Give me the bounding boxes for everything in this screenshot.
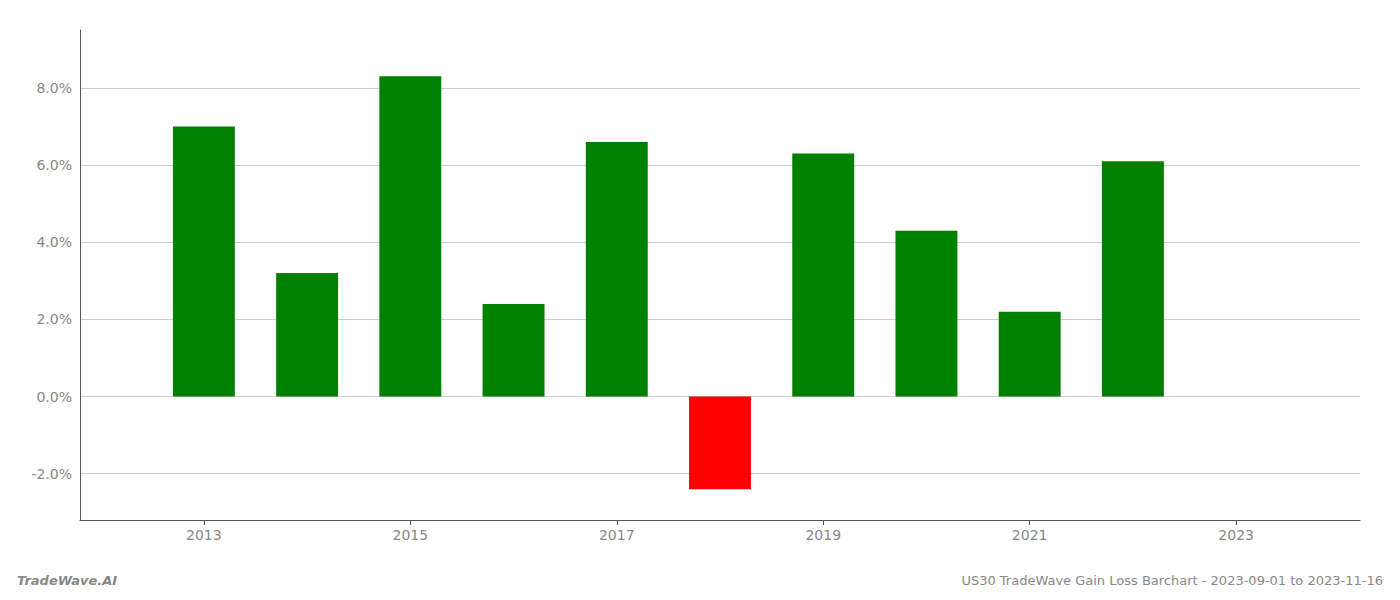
svg-text:2015: 2015 bbox=[393, 527, 429, 543]
svg-text:2021: 2021 bbox=[1012, 527, 1048, 543]
svg-text:8.0%: 8.0% bbox=[36, 80, 72, 96]
svg-text:2019: 2019 bbox=[805, 527, 841, 543]
svg-text:US30 TradeWave Gain Loss Barch: US30 TradeWave Gain Loss Barchart - 2023… bbox=[961, 573, 1383, 588]
svg-text:2017: 2017 bbox=[599, 527, 635, 543]
svg-text:-2.0%: -2.0% bbox=[31, 466, 72, 482]
svg-text:4.0%: 4.0% bbox=[36, 234, 72, 250]
svg-text:6.0%: 6.0% bbox=[36, 157, 72, 173]
svg-text:2.0%: 2.0% bbox=[36, 311, 72, 327]
svg-text:2013: 2013 bbox=[186, 527, 222, 543]
svg-text:2023: 2023 bbox=[1218, 527, 1254, 543]
svg-text:TradeWave.AI: TradeWave.AI bbox=[17, 573, 117, 588]
svg-text:0.0%: 0.0% bbox=[36, 389, 72, 405]
